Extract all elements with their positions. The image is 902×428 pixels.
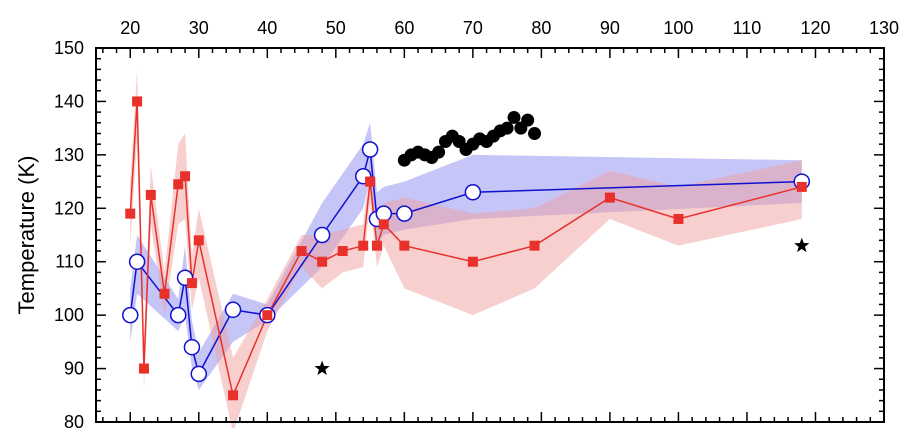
data-point-square <box>173 179 184 190</box>
data-point-square <box>159 288 170 299</box>
data-point-square <box>296 246 307 257</box>
data-point-square <box>399 240 410 251</box>
y-tick-label: 150 <box>54 38 84 58</box>
data-point-star <box>314 360 330 376</box>
data-point-open-circle <box>313 226 331 244</box>
x-tick-label: 60 <box>394 18 414 38</box>
data-point-square <box>529 240 540 251</box>
series-markers <box>122 96 811 401</box>
x-tick-label: 130 <box>869 18 899 38</box>
series-1-band <box>130 69 802 428</box>
data-point-square <box>132 96 143 107</box>
data-point-open-circle <box>122 306 139 324</box>
x-tick-label: 50 <box>326 18 346 38</box>
data-point-open-circle <box>190 365 208 383</box>
y-axis-title: Temperature (K) <box>14 156 39 315</box>
axis-tick-labels: 20 30 40 50 60 70 80 90 100 110 120 130 80 90 100 110 12… <box>54 18 899 428</box>
x-tick-label: 20 <box>120 18 140 38</box>
data-point-square <box>193 235 204 246</box>
data-point-square <box>262 310 273 321</box>
plot-frame <box>95 47 885 423</box>
x-tick-label: 40 <box>257 18 277 38</box>
data-point-black-circle <box>507 110 521 124</box>
y-tick-label: 90 <box>64 359 84 379</box>
x-tick-label: 120 <box>800 18 830 38</box>
y-tick-label: 80 <box>64 412 84 428</box>
data-point-open-circle <box>183 338 201 356</box>
axis-ticks <box>96 47 885 423</box>
data-point-square <box>317 256 328 267</box>
data-point-square <box>186 278 197 289</box>
data-point-square <box>180 171 191 182</box>
data-point-open-circle <box>169 306 187 324</box>
x-tick-label: 80 <box>531 18 551 38</box>
data-point-square <box>371 240 382 251</box>
data-point-black-circle <box>432 145 446 159</box>
series-lines <box>129 101 802 398</box>
data-point-square <box>365 176 376 187</box>
data-point-square <box>673 213 684 224</box>
y-tick-label: 120 <box>54 198 84 218</box>
series-1-line <box>129 101 802 398</box>
data-point-square <box>138 363 149 374</box>
data-point-open-circle <box>375 205 393 222</box>
series-0-line <box>129 149 802 376</box>
data-point-open-circle <box>396 205 413 222</box>
data-point-square <box>378 219 389 230</box>
y-tick-label: 100 <box>54 305 84 325</box>
data-point-square <box>796 181 807 192</box>
x-tick-label: 110 <box>733 18 762 38</box>
uncertainty-bands <box>130 69 802 428</box>
data-point-square <box>467 256 478 267</box>
data-point-square <box>228 390 239 401</box>
x-tick-label: 70 <box>463 18 483 38</box>
data-point-square <box>604 192 615 203</box>
data-point-open-circle <box>464 184 482 201</box>
data-point-open-circle <box>224 301 242 319</box>
x-tick-label: 30 <box>189 18 209 38</box>
x-tick-label: 100 <box>663 18 693 38</box>
y-tick-label: 140 <box>54 91 84 111</box>
data-point-open-circle <box>361 141 379 158</box>
data-point-black-circle <box>500 121 514 135</box>
data-point-square <box>125 208 136 219</box>
data-point-square <box>358 240 369 251</box>
data-point-open-circle <box>128 253 146 270</box>
data-point-black-circle <box>521 113 535 127</box>
data-point-square <box>145 189 156 200</box>
data-point-black-circle <box>528 126 542 140</box>
data-point-star <box>794 237 810 253</box>
x-tick-label: 90 <box>600 18 620 38</box>
data-point-square <box>337 246 348 257</box>
y-tick-label: 110 <box>55 252 84 272</box>
y-tick-label: 130 <box>54 145 84 165</box>
